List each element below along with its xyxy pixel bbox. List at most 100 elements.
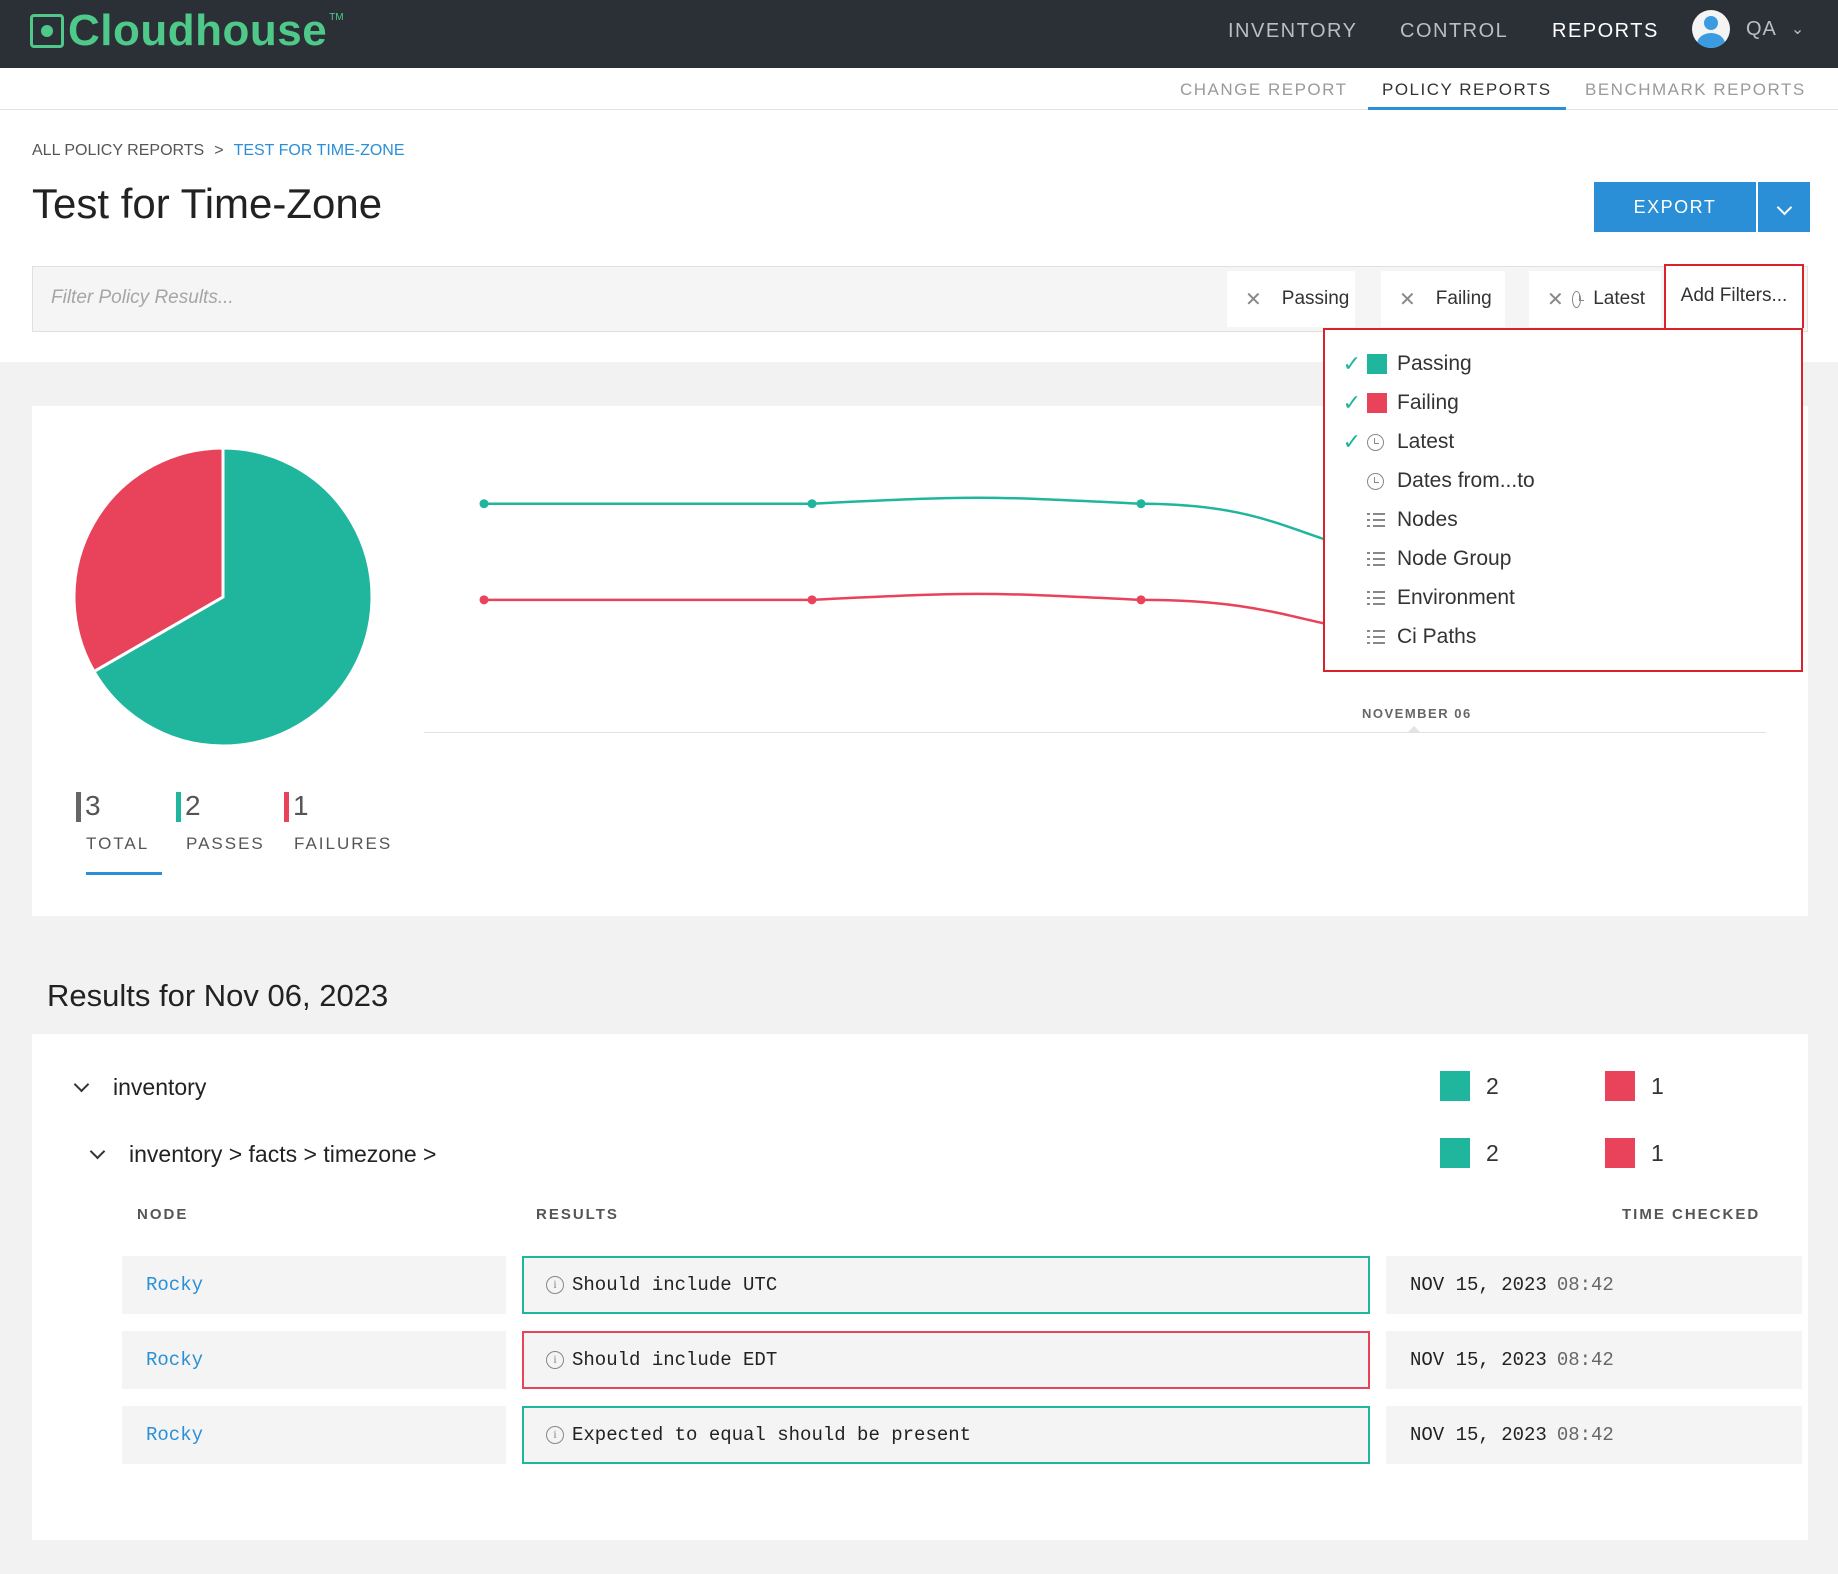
breadcrumb: ALL POLICY REPORTS > TEST FOR TIME-ZONE [32, 142, 405, 160]
dropdown-item-label: Environment [1397, 586, 1515, 609]
stat-passes-label: PASSES [186, 834, 265, 853]
group-fail-count: 1 [1605, 1138, 1664, 1168]
filter-chip-passing[interactable]: ✕ Passing [1227, 271, 1355, 327]
group-pass-count: 2 [1440, 1071, 1499, 1101]
dropdown-item-label: Ci Paths [1397, 625, 1477, 648]
stat-total[interactable]: 3 TOTAL [76, 792, 186, 875]
breadcrumb-separator: > [214, 142, 224, 159]
info-icon: i [546, 1276, 564, 1294]
result-cell[interactable]: i Expected to equal should be present [522, 1406, 1370, 1464]
filter-chip-failing[interactable]: ✕ Failing [1381, 271, 1505, 327]
pass-count-value: 2 [1486, 1072, 1499, 1099]
remove-filter-icon[interactable]: ✕ [1547, 288, 1564, 311]
dropdown-item-label: Failing [1397, 391, 1459, 414]
pie-slice-passes[interactable] [91, 446, 374, 748]
fail-count-value: 1 [1651, 1139, 1664, 1166]
dropdown-item-ci-paths[interactable]: Ci Paths [1325, 620, 1476, 654]
list-icon [1367, 630, 1385, 644]
tab-change-report[interactable]: CHANGE REPORT [1180, 80, 1348, 99]
failing-square-icon [1367, 393, 1387, 413]
group-pass-count: 2 [1440, 1138, 1499, 1168]
list-icon [1367, 552, 1385, 566]
list-icon [1367, 513, 1385, 527]
passing-square-icon [1367, 354, 1387, 374]
tab-benchmark-reports[interactable]: BENCHMARK REPORTS [1585, 80, 1806, 99]
trend-point[interactable] [479, 595, 489, 605]
trend-point[interactable] [479, 499, 489, 509]
group-toggle-inventory[interactable]: inventory [73, 1074, 207, 1101]
result-text: Should include EDT [572, 1349, 778, 1371]
remove-filter-icon[interactable]: ✕ [1399, 288, 1416, 311]
check-icon: ✓ [1342, 351, 1361, 376]
stat-failures[interactable]: 1 FAILURES [284, 792, 394, 854]
trend-line-series-0 [484, 496, 1470, 563]
time-checked-time: 08:42 [1556, 1424, 1614, 1446]
dropdown-item-nodes[interactable]: Nodes [1325, 503, 1458, 537]
trend-point[interactable] [807, 499, 817, 509]
add-filters-button[interactable]: Add Filters... [1664, 264, 1804, 328]
trend-point[interactable] [1136, 499, 1146, 509]
check-icon: ✓ [1342, 390, 1361, 415]
top-navbar: Cloudhouse TM INVENTORY CONTROL REPORTS … [0, 0, 1838, 68]
user-menu[interactable]: QA ⌄ [1692, 10, 1804, 48]
dropdown-item-latest[interactable]: ✓ Latest [1325, 425, 1455, 459]
x-axis-line [424, 732, 1766, 733]
dropdown-item-failing[interactable]: ✓ Failing [1325, 386, 1459, 420]
time-checked-date: NOV 15, 2023 [1410, 1424, 1547, 1446]
passing-square-icon [1440, 1138, 1470, 1168]
stat-passes[interactable]: 2 PASSES [176, 792, 286, 854]
group-label: inventory [113, 1074, 207, 1100]
result-cell[interactable]: i Should include UTC [522, 1256, 1370, 1314]
nav-reports[interactable]: REPORTS [1552, 20, 1659, 42]
nav-control[interactable]: CONTROL [1400, 20, 1509, 42]
node-link[interactable]: Rocky [122, 1406, 506, 1464]
check-icon: ✓ [1342, 429, 1361, 454]
node-link[interactable]: Rocky [122, 1331, 506, 1389]
result-cell[interactable]: i Should include EDT [522, 1331, 1370, 1389]
nav-inventory[interactable]: INVENTORY [1228, 20, 1358, 42]
dropdown-item-passing[interactable]: ✓ Passing [1325, 347, 1472, 381]
passing-square-icon [1440, 1071, 1470, 1101]
column-header-results: RESULTS [536, 1206, 619, 1223]
dropdown-item-label: Latest [1397, 430, 1455, 453]
results-card: inventory 2 1 inventory > facts > timezo… [32, 1034, 1808, 1540]
dropdown-item-node-group[interactable]: Node Group [1325, 542, 1511, 576]
time-checked-cell: NOV 15, 2023 08:42 [1386, 1331, 1802, 1389]
user-avatar-icon [1692, 10, 1730, 48]
info-icon: i [546, 1351, 564, 1369]
logo-trademark: TM [329, 12, 344, 23]
chevron-down-icon [1776, 199, 1792, 216]
failing-square-icon [1605, 1138, 1635, 1168]
trend-point[interactable] [1136, 595, 1146, 605]
pie-slice-failures[interactable] [72, 446, 225, 674]
group-fail-count: 1 [1605, 1071, 1664, 1101]
logo-text: Cloudhouse [68, 6, 328, 55]
node-link[interactable]: Rocky [122, 1256, 506, 1314]
dropdown-item-environment[interactable]: Environment [1325, 581, 1515, 615]
info-icon: i [546, 1426, 564, 1444]
pass-count-value: 2 [1486, 1139, 1499, 1166]
filter-chip-latest[interactable]: ✕ Latest [1529, 271, 1661, 327]
results-title: Results for Nov 06, 2023 [47, 978, 389, 1013]
breadcrumb-current[interactable]: TEST FOR TIME-ZONE [233, 142, 405, 159]
stat-total-label: TOTAL [86, 834, 150, 853]
export-button[interactable]: EXPORT [1594, 182, 1756, 232]
time-checked-date: NOV 15, 2023 [1410, 1349, 1547, 1371]
tab-policy-reports[interactable]: POLICY REPORTS [1368, 68, 1566, 110]
dropdown-item-label: Dates from...to [1397, 469, 1535, 492]
stat-failures-value: 1 [284, 792, 394, 822]
cloudhouse-logo[interactable]: Cloudhouse TM [30, 6, 344, 56]
time-checked-cell: NOV 15, 2023 08:42 [1386, 1406, 1802, 1464]
dropdown-item-label: Passing [1397, 352, 1472, 375]
filter-chip-label: Latest [1593, 288, 1645, 309]
dropdown-item-dates[interactable]: Dates from...to [1325, 464, 1535, 498]
remove-filter-icon[interactable]: ✕ [1245, 288, 1262, 311]
trend-point[interactable] [807, 595, 817, 605]
group-toggle-timezone-path[interactable]: inventory > facts > timezone > [89, 1141, 436, 1168]
filter-search-input[interactable]: Filter Policy Results... [51, 287, 234, 308]
export-dropdown-button[interactable] [1758, 182, 1810, 232]
trend-line-series-1 [484, 592, 1470, 640]
stat-passes-value: 2 [176, 792, 286, 822]
result-text: Expected to equal should be present [572, 1424, 972, 1446]
breadcrumb-root[interactable]: ALL POLICY REPORTS [32, 142, 205, 159]
